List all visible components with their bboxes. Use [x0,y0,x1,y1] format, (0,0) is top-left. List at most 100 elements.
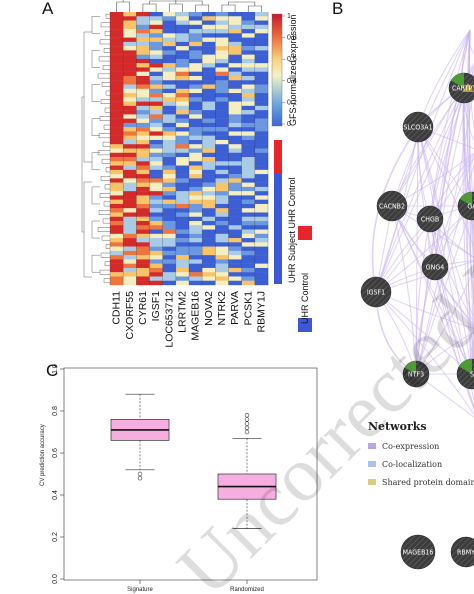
heatmap-cell [189,255,203,260]
heatmap-cell [228,178,242,183]
heatmap-cell [215,267,229,273]
heatmap-cell [189,114,203,119]
heatmap-cell [228,169,242,175]
heatmap-cell [110,229,124,235]
panel-c-label: C [46,361,58,380]
heatmap-cell [202,118,216,124]
y-axis-label: CV prediction accuracy [40,424,46,486]
network-node-label: MAGEB16 [403,549,434,557]
heatmap-cell [136,16,150,21]
heatmap-cell [215,272,229,277]
heatmap-cell [149,97,163,102]
heatmap-cell [149,33,163,38]
heatmap-cell [202,71,216,77]
heatmap-cell [189,148,203,153]
heatmap-cell [162,174,177,179]
heatmap-cell [175,144,190,149]
heatmap-cell [202,280,216,286]
heatmap-cell [228,144,242,149]
heatmap-cell [189,63,203,68]
y-tick-label: 0.0 [52,574,59,584]
heatmap-cell [149,131,163,136]
heatmap-cell [149,161,163,166]
heatmap-cell [189,208,203,213]
network-edge [463,87,474,380]
heatmap-cell [149,233,163,239]
heatmap-cell [228,105,242,111]
outlier-point [244,417,250,422]
heatmap-cell [110,46,124,51]
heatmap-cell [175,161,190,166]
heatmap-cell [202,255,216,260]
heatmap-cell [228,182,242,188]
y-tick-label: 0.2 [52,532,59,542]
heatmap-cell [254,191,269,196]
heatmap-cell [202,144,216,149]
heatmap-cell [241,191,256,196]
heatmap-cell [228,225,242,230]
heatmap-cell [110,16,124,21]
heatmap-cell [202,84,216,89]
colorbar-tick: 0 [287,121,291,128]
heatmap-cell [136,165,150,171]
heatmap-cell [136,67,150,72]
heatmap-cell [215,238,229,243]
heatmap-cell [136,157,150,162]
heatmap-cell [123,50,137,55]
heatmap-cell [228,263,242,269]
heatmap-cell [254,229,269,235]
heatmap-cell [110,75,124,81]
heatmap-cell [254,110,269,115]
heatmap-cell [136,195,150,200]
heatmap-cell [189,233,203,239]
heatmap-cell [110,216,124,222]
heatmap-cell [202,203,216,209]
heatmap-cell [241,118,256,124]
heatmap-cell [136,267,150,273]
heatmap-cell [215,199,229,205]
heatmap-cell [215,12,229,17]
heatmap-cell [136,41,150,47]
network-node-label: NTF3 [408,371,424,379]
gene-label: NOVA2 [203,291,215,326]
heatmap-cell [149,114,163,119]
heatmap-cell [110,37,124,43]
heatmap-cell [175,118,190,124]
heatmap-cell [110,250,124,256]
heatmap-cell [175,101,190,107]
heatmap-cell [136,242,150,247]
heatmap-cell [123,221,137,226]
heatmap-cell [189,199,203,205]
heatmap-cell [202,263,216,269]
heatmap-cell [110,101,124,107]
heatmap-cell [162,165,177,171]
heatmap-cell [123,148,137,153]
heatmap-cell [110,199,124,205]
network-node-label: GA [467,203,474,211]
gene-label: CYR61 [137,291,149,325]
heatmap-cell [123,139,137,145]
heatmap-cell [241,208,256,213]
heatmap-cell [241,238,256,243]
heatmap-cell [228,16,242,21]
heatmap-cell [228,191,242,196]
heatmap-cell [175,105,190,111]
heatmap-cell [189,24,203,30]
heatmap-cell [215,212,229,217]
heatmap-cell [189,101,203,107]
heatmap-cell [123,216,137,222]
heatmap-cell [241,80,256,85]
heatmap-cell [123,12,137,17]
heatmap-cell [136,46,150,51]
heatmap-cell [254,131,269,136]
heatmap-cell [241,54,256,60]
heatmap-cell [254,50,269,55]
heatmap-cell [215,229,229,235]
heatmap-cell [175,238,190,243]
heatmap-cell [149,20,163,25]
heatmap-cell [215,169,229,175]
heatmap-cell [254,186,269,192]
plot-frame [63,367,318,581]
legend-uhr-control-label: UHR Control [300,273,310,324]
